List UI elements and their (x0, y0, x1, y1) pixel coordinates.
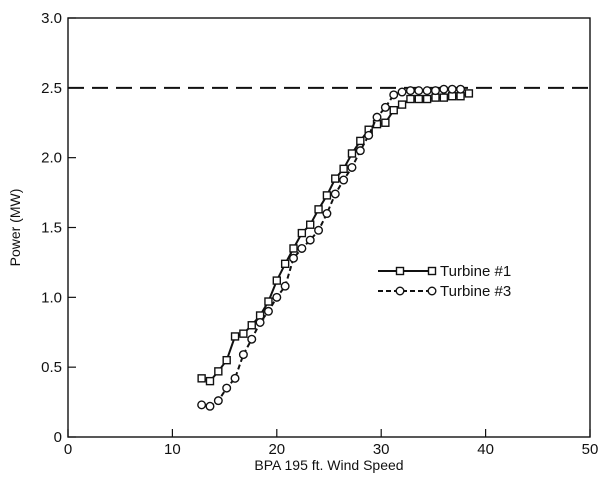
series-1-point (247, 321, 256, 330)
series-2-point (272, 292, 282, 302)
series-1-point (422, 94, 432, 104)
series-1-point (439, 93, 449, 102)
series-2-point (347, 162, 357, 172)
series-2-point (247, 334, 257, 344)
series-2-point (389, 90, 399, 100)
x-tick-label-20: 20 (268, 441, 285, 458)
series-1-point (356, 136, 365, 146)
series-2-point (305, 235, 315, 245)
series-1-point (205, 376, 215, 386)
series-1-point (314, 205, 323, 214)
series-1-point (239, 329, 248, 338)
series-1-point (280, 259, 290, 269)
series-2-point (422, 86, 432, 96)
series-2-point (322, 209, 332, 219)
series-2-point (339, 175, 349, 185)
series-1-point (447, 92, 457, 101)
series-1-point (306, 220, 315, 229)
series-1-line (201, 92, 470, 383)
series-1-point (272, 276, 281, 285)
series-1-point (347, 149, 357, 158)
series-1-point (406, 94, 415, 104)
series-2-point (263, 306, 273, 316)
series-1-point (322, 191, 332, 200)
x-tick-label-10: 10 (164, 441, 181, 458)
series-1-point (339, 164, 348, 174)
series-1 (197, 89, 474, 386)
legend: Turbine #1 Turbine #3 (378, 263, 511, 300)
legend-item-1-marker-0 (395, 266, 405, 276)
series-2-point (414, 86, 424, 96)
y-tick-label-4: 2.0 (41, 150, 62, 167)
series-2-point (397, 87, 407, 97)
series-1-point (431, 93, 440, 102)
x-tick-label-0: 0 (64, 441, 72, 458)
x-tick-label-40: 40 (477, 441, 494, 458)
series-1-point (389, 105, 398, 115)
y-tick-label-3: 1.5 (41, 220, 62, 237)
legend-item-2-label: Turbine #3 (440, 283, 511, 300)
series-1-point (297, 228, 307, 238)
series-2-point (330, 189, 340, 199)
series-2-point (205, 401, 215, 411)
series-2-point (230, 373, 240, 383)
plot-frame (67, 17, 591, 438)
series-1-point (456, 92, 465, 101)
series-1-point (197, 374, 206, 383)
series-1-point (464, 89, 474, 98)
legend-item-2: Turbine #3 (378, 283, 511, 300)
series-2-point (364, 130, 374, 140)
series-2 (197, 84, 466, 411)
series-2-point (222, 383, 232, 393)
series-1-point (414, 94, 423, 104)
series-2-point (355, 146, 365, 156)
series-1-point (264, 297, 273, 306)
legend-item-1: Turbine #1 (378, 263, 511, 280)
series-2-point (430, 86, 440, 96)
x-tick-label-50: 50 (582, 441, 599, 458)
legend-item-1-label: Turbine #1 (440, 263, 511, 280)
series-2-point (297, 243, 307, 253)
series-1-point (230, 332, 240, 341)
series-2-point (289, 253, 299, 263)
series-1-point (331, 174, 340, 183)
y-tick-label-0: 0 (54, 429, 62, 446)
y-tick-label-2: 1.0 (41, 289, 62, 306)
series-2-point (314, 225, 324, 235)
legend-item-2-marker-0 (395, 286, 405, 296)
legend-item-2-marker-1 (427, 286, 437, 296)
y-axis-title: Power (MW) (7, 189, 23, 267)
y-tick-label-1: 0.5 (41, 359, 62, 376)
plot-axes: 0 10 20 30 40 50 0 0.5 1.0 1.5 2.0 2.5 3.0 BPA 195 ft… (7, 10, 598, 473)
series-2-point (439, 84, 449, 94)
series-2-point (280, 281, 290, 291)
series-1-point (397, 100, 407, 109)
series-2-line (201, 88, 461, 408)
series-2-point (456, 84, 466, 94)
series-2-point (255, 317, 265, 327)
series-2-point (372, 112, 382, 122)
x-axis-title: BPA 195 ft. Wind Speed (254, 457, 403, 473)
series-2-point (213, 396, 223, 406)
y-tick-label-6: 3.0 (41, 10, 62, 27)
legend-item-1-marker-1 (427, 266, 437, 276)
series-1-point (381, 118, 390, 127)
y-tick-label-5: 2.5 (41, 80, 62, 97)
series-2-point (238, 350, 248, 360)
series-group (197, 84, 474, 411)
series-1-point (289, 244, 298, 253)
series-1-point (222, 355, 231, 365)
series-2-point (447, 84, 457, 94)
x-tick-label-30: 30 (373, 441, 390, 458)
series-2-point (405, 86, 415, 96)
series-1-point (214, 367, 223, 376)
series-2-point (380, 102, 390, 112)
series-2-point (197, 400, 207, 410)
